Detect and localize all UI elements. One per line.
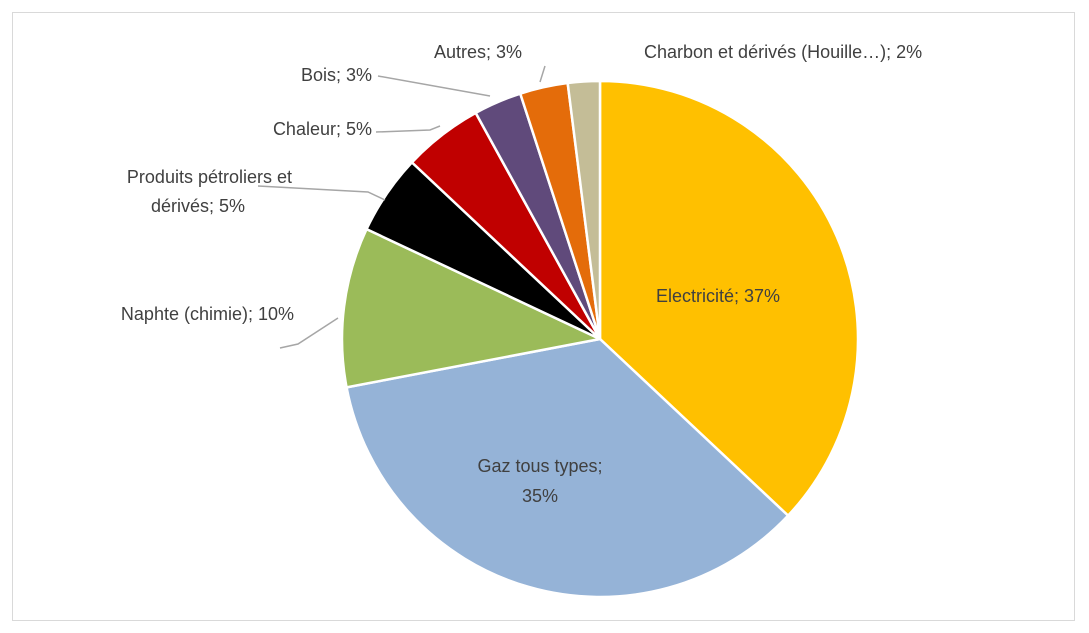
leader-line-bois xyxy=(377,75,491,97)
slice-label-bois: Bois; 3% xyxy=(301,65,372,85)
pie-slice-gaz-tous-types xyxy=(345,337,790,599)
slice-label-gaz-line1: Gaz tous types; xyxy=(477,456,602,476)
slice-labels: Electricité; 37% Gaz tous types; 35% Nap… xyxy=(121,42,922,506)
slice-label-chaleur: Chaleur; 5% xyxy=(273,119,372,139)
slice-label-autres: Autres; 3% xyxy=(434,42,522,62)
pie-slices xyxy=(340,79,860,599)
slice-label-produits-line1: Produits pétroliers et xyxy=(127,167,292,187)
slice-label-produits-line2: dérivés; 5% xyxy=(151,196,245,216)
slice-label-electricite: Electricité; 37% xyxy=(656,286,780,306)
leader-line-chaleur xyxy=(375,125,441,133)
leader-line-produits xyxy=(257,185,386,201)
slice-label-gaz-line2: 35% xyxy=(522,486,558,506)
leader-line-autres xyxy=(539,65,546,83)
leader-line-naphte xyxy=(279,317,339,349)
slice-label-charbon: Charbon et dérivés (Houille…); 2% xyxy=(644,42,922,62)
pie-slice-naphte-chimie xyxy=(340,227,602,389)
pie-slice-electricite xyxy=(598,79,860,517)
pie-slice-charbon-et-derives-houille xyxy=(566,79,602,341)
slice-label-naphte: Naphte (chimie); 10% xyxy=(121,304,294,324)
leader-lines xyxy=(257,65,546,349)
